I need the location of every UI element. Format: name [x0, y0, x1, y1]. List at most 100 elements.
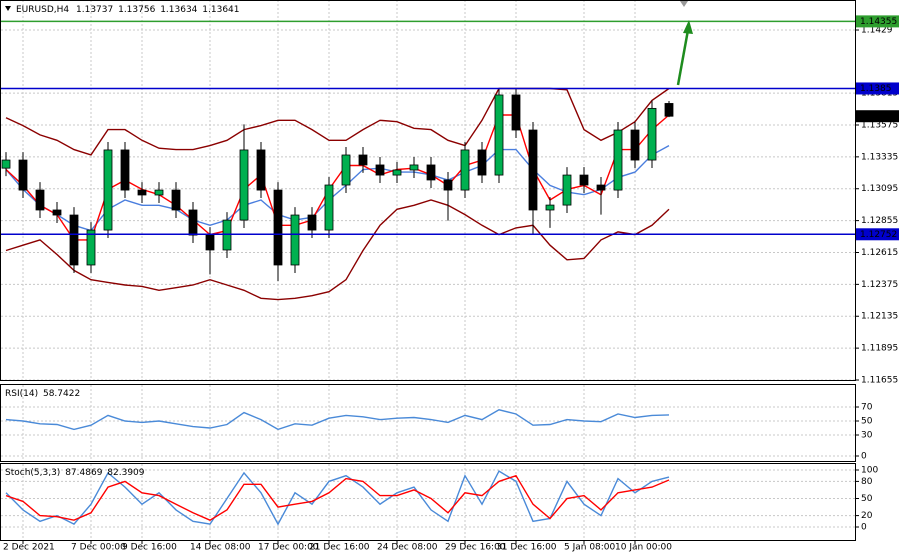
overlay-line [5, 144, 670, 232]
candle-body [171, 189, 181, 211]
rsi-header: RSI(14) 58.7422 [5, 389, 80, 399]
candle-body [103, 149, 113, 231]
candle-body [86, 229, 96, 266]
level-tag-label: 1.14355 [860, 17, 897, 27]
y-tick-label: 1.11655 [861, 376, 898, 386]
last-close: 1.13641 [202, 5, 239, 15]
candle-body [426, 164, 436, 181]
text-layer: EURUSD,H4 1.13737 1.13756 1.13634 1.1364… [3, 5, 899, 553]
stoch-signal-last: 82.3909 [107, 468, 144, 478]
candle-body [18, 159, 28, 191]
symbol-header: EURUSD,H4 1.13737 1.13756 1.13634 1.1364… [16, 5, 240, 15]
x-tick-label: 14 Dec 08:00 [190, 543, 251, 553]
candle-body [443, 179, 453, 191]
y-tick-label: 1.12375 [861, 280, 898, 290]
overlay-line [5, 114, 670, 241]
indicator-line [5, 409, 670, 431]
rsi-last: 58.7422 [43, 389, 80, 399]
y-tick-label: 1.13575 [861, 120, 898, 130]
y-tick-label: 1.1429 [861, 26, 893, 36]
x-tick-label: 9 Dec 16:00 [122, 543, 177, 553]
last-high: 1.13756 [118, 5, 155, 15]
candle-body [375, 164, 385, 176]
candle-body [290, 214, 300, 266]
candle-body [630, 129, 640, 161]
last-low: 1.13634 [160, 5, 197, 15]
arrow-head [683, 20, 693, 34]
candle-body [52, 209, 62, 216]
price-tag [856, 110, 899, 123]
y-tick-label: 100 [861, 466, 878, 476]
candle-body [273, 189, 283, 266]
y-tick-label: 80 [861, 477, 873, 487]
indicator-line [5, 474, 670, 521]
candle-body [392, 169, 402, 176]
y-tick-label: 0 [861, 452, 867, 462]
menu-arrow [5, 6, 11, 11]
candle-body [137, 189, 147, 196]
y-tick-label: 1.12855 [861, 216, 898, 226]
candle-body [256, 149, 266, 191]
overlay-line [5, 199, 670, 301]
candle-body [35, 189, 45, 211]
stoch-header: Stoch(5,3,3) 87.4869 82.3909 [5, 468, 145, 478]
y-tick-label: 20 [861, 511, 873, 521]
y-tick-label: 50 [861, 494, 873, 504]
main-panel-border [0, 0, 856, 381]
y-tick-label: 50 [861, 417, 873, 427]
candle-body [341, 154, 351, 186]
level-tag-label: 1.12752 [860, 230, 897, 240]
candle-body [460, 149, 470, 191]
candle-body [511, 94, 521, 131]
mark-layer [1, 20, 855, 526]
stoch-panel-border [0, 463, 856, 541]
arrow-shaft [676, 29, 690, 86]
candle-body [188, 209, 198, 236]
candle-body [562, 174, 572, 206]
x-tick-label: 5 Jan 08:00 [564, 543, 616, 553]
candle-body [120, 149, 130, 191]
level-tag [856, 15, 899, 28]
candle-body [324, 184, 334, 231]
x-tick-label: 24 Dec 08:00 [377, 543, 438, 553]
y-tick-label: 1.12135 [861, 312, 898, 322]
x-tick-label: 29 Dec 16:00 [445, 543, 506, 553]
indicator-line [5, 470, 670, 526]
level-tag-label: 1.1385 [860, 84, 892, 94]
last-open: 1.13737 [76, 5, 113, 15]
price-tag-label: 1.13641 [860, 112, 897, 122]
candle-body [239, 149, 249, 221]
candle-body [409, 164, 419, 171]
y-tick-label: 1.11895 [861, 344, 898, 354]
candle-body [528, 129, 538, 211]
candle-body [664, 103, 674, 117]
stoch-label: Stoch(5,3,3) [5, 468, 60, 478]
candle-body [477, 149, 487, 176]
stoch-main-last: 87.4869 [65, 468, 102, 478]
candle-body [1, 159, 11, 169]
x-tick-label: 7 Dec 00:00 [71, 543, 126, 553]
candle-body [154, 189, 164, 196]
y-tick-label: 70 [861, 403, 873, 413]
rsi-label: RSI(14) [5, 389, 38, 399]
x-tick-label: 2 Dec 2021 [3, 543, 55, 553]
candle-body [545, 204, 555, 211]
y-tick-label: 1.13095 [861, 184, 898, 194]
candle-body [205, 234, 215, 251]
x-tick-label: 31 Dec 16:00 [496, 543, 557, 553]
scroll-marker [680, 1, 688, 7]
rsi-panel-border [0, 384, 856, 462]
level-tag [856, 228, 899, 241]
symbol: EURUSD,H4 [16, 5, 69, 15]
candle-body [596, 184, 606, 191]
candle-body [358, 154, 368, 166]
candle-body [69, 214, 79, 266]
y-tick-label: 1.13335 [861, 152, 898, 162]
level-tag [856, 82, 899, 95]
y-tick-label: 1.12615 [861, 248, 898, 258]
candle-body [494, 94, 504, 176]
candle-body [647, 107, 657, 161]
candle-body [307, 214, 317, 231]
